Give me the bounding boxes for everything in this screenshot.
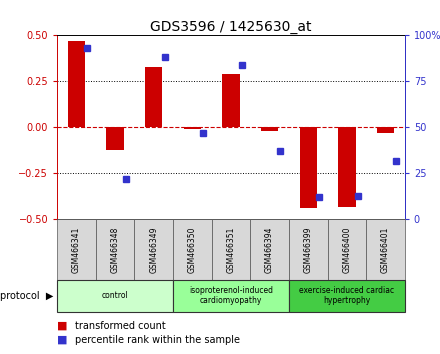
Bar [57,219,96,280]
Bar [57,280,173,312]
Text: ■: ■ [57,335,68,345]
Bar [289,280,405,312]
Text: isoproterenol-induced
cardiomyopathy: isoproterenol-induced cardiomyopathy [189,286,273,305]
Text: GSM466348: GSM466348 [110,226,120,273]
Text: percentile rank within the sample: percentile rank within the sample [75,335,240,345]
Bar [212,219,250,280]
Text: transformed count: transformed count [75,321,165,331]
Bar [68,41,85,127]
Text: GSM466349: GSM466349 [149,226,158,273]
Text: exercise-induced cardiac
hypertrophy: exercise-induced cardiac hypertrophy [299,286,394,305]
Bar [377,127,394,133]
Text: GSM466351: GSM466351 [227,226,235,273]
Bar [106,127,124,149]
Text: protocol  ▶: protocol ▶ [0,291,53,301]
Bar [338,127,356,207]
Bar [222,74,240,127]
Text: control: control [102,291,128,300]
Bar [261,127,279,131]
Bar [173,280,289,312]
Text: GSM466401: GSM466401 [381,226,390,273]
Bar [135,219,173,280]
Bar [289,219,327,280]
Bar [300,127,317,209]
Bar [327,219,366,280]
Text: GSM466350: GSM466350 [188,226,197,273]
Text: GSM466341: GSM466341 [72,226,81,273]
Text: GSM466399: GSM466399 [304,226,313,273]
Bar [183,127,201,129]
Text: GSM466394: GSM466394 [265,226,274,273]
Bar [366,219,405,280]
Text: GSM466400: GSM466400 [342,226,352,273]
Bar [96,219,135,280]
Text: ■: ■ [57,321,68,331]
Bar [173,219,212,280]
Bar [145,67,162,127]
Bar [250,219,289,280]
Title: GDS3596 / 1425630_at: GDS3596 / 1425630_at [150,21,312,34]
